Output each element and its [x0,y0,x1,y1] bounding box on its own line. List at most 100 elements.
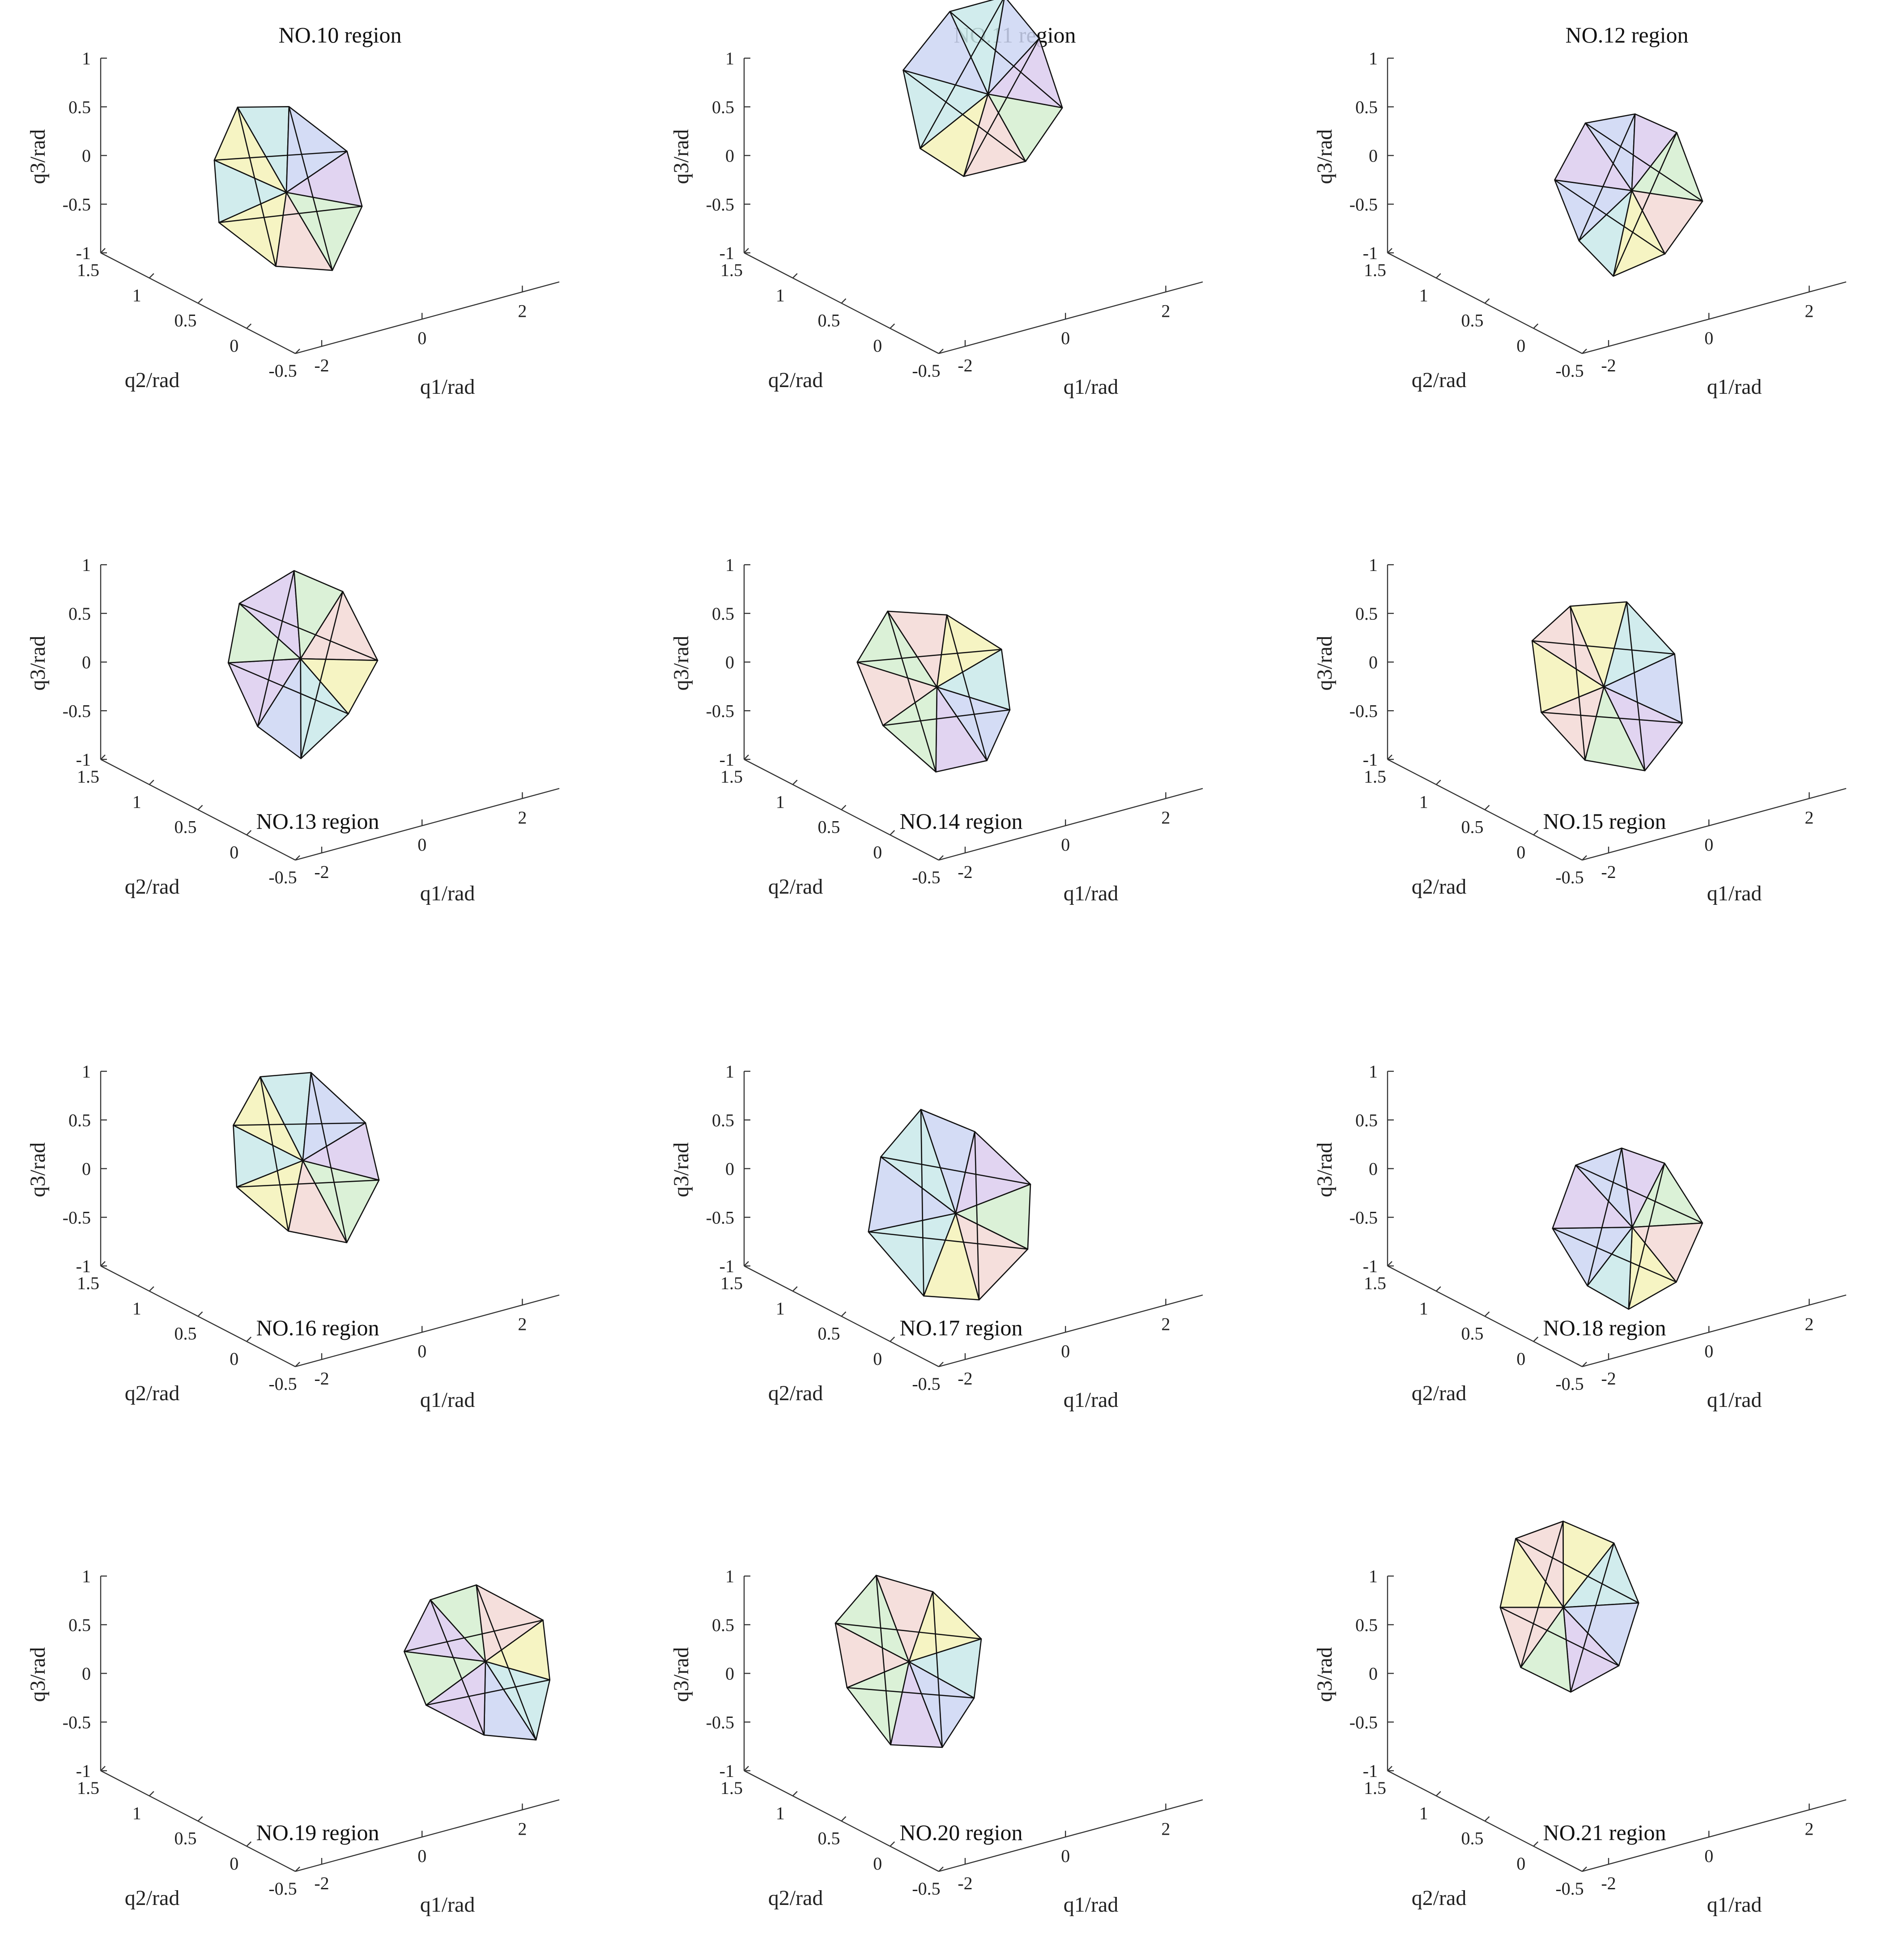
q2-tick-mark [744,1261,749,1266]
q2-tick-label: 1 [776,792,785,812]
q2-tick-mark [1435,273,1441,279]
q3-tick-label: 0.5 [68,604,91,624]
q2-tick-label: 1.5 [77,1273,99,1293]
q1-axis-label: q1/rad [1064,882,1119,905]
q2-tick-mark [197,805,203,810]
region-hull [903,0,1063,177]
q1-axis-line [295,1294,560,1368]
q3-tick-label: 1 [82,1566,91,1586]
hull-edge [236,1179,379,1188]
q2-tick-label: 1.5 [1364,260,1386,280]
q1-tick-label: 2 [1161,1314,1170,1334]
q3-axis-label: q3/rad [1313,1647,1337,1702]
q3-tick-label: -0.5 [1350,194,1378,214]
q1-axis-label: q1/rad [420,1388,475,1412]
hull-edge [1520,1521,1564,1668]
hull-edge [847,1687,975,1699]
subplot-title: NO.10 region [279,22,402,47]
q1-axis-label: q1/rad [1064,1893,1119,1917]
hull-edge [404,1619,543,1652]
q2-tick-label: 0 [873,1349,882,1369]
q2-tick-mark [149,780,154,785]
q1-tick-label: 0 [1704,1846,1713,1866]
q1-tick-label: 0 [1704,328,1713,348]
q3-tick-label: 0.5 [68,97,91,117]
subplot-title: NO.16 region [256,1315,379,1340]
q2-tick-label: 1.5 [720,1778,743,1798]
q2-axis-label: q2/rad [125,368,180,392]
hull-edge [835,1623,982,1640]
q3-tick-label: 1 [1369,48,1378,68]
q3-tick-label: 0.5 [68,1110,91,1130]
q2-tick-mark [1484,1311,1490,1317]
q2-tick-label: -0.5 [268,1374,297,1394]
q2-tick-label: 0 [873,842,882,862]
q2-tick-mark [295,1362,300,1367]
q2-tick-label: 0.5 [818,311,840,331]
hull-edge [963,38,1040,177]
q3-tick-label: 0 [725,1664,734,1684]
q2-axis-label: q2/rad [1412,368,1467,392]
q2-tick-mark [792,780,798,785]
q3-tick-label: 1 [1369,1061,1378,1082]
subplot-5: 1 0.5 0 -0.5 -11.5 1 0.5 0 -0.5 -2 0 2 q3/rad q2/rad q… [669,555,1203,905]
hull-edge [1570,606,1586,760]
q2-tick-mark [197,1311,203,1317]
subplot-title: NO.13 region [256,809,379,834]
q2-tick-mark [246,1841,252,1847]
q1-tick-label: 2 [1805,1314,1814,1334]
q2-tick-mark [1387,754,1392,760]
q3-axis-label: q3/rad [669,1647,693,1702]
q2-tick-mark [1533,1841,1539,1847]
q2-tick-mark [1582,1866,1587,1872]
q2-tick-mark [100,248,106,253]
q2-tick-label: 1 [1419,285,1428,305]
q1-tick-label: -2 [314,1368,329,1389]
q3-tick-label: 1 [1369,555,1378,575]
region-hull [834,1575,982,1748]
q2-tick-mark [890,830,895,835]
q2-tick-label: 0.5 [818,1324,840,1344]
q2-tick-label: 1.5 [77,1778,99,1798]
q1-axis-line [938,281,1203,354]
q3-tick-label: 0.5 [712,1110,734,1130]
hull-edge [1585,122,1703,202]
hull-edge [476,1585,537,1740]
subplot-1: 1 0.5 0 -0.5 -11.5 1 0.5 0 -0.5 -2 0 2 q3/rad q2/rad q… [26,22,560,399]
subplot-title: NO.21 region [1543,1820,1666,1845]
subplot-2: 1 0.5 0 -0.5 -11.5 1 0.5 0 -0.5 -2 0 2 q3/rad q2/rad q… [669,0,1203,399]
q3-tick-label: -0.5 [706,1207,734,1227]
hull-edge [1532,640,1675,655]
q2-tick-mark [100,1261,106,1266]
q1-axis-line [1582,1799,1847,1872]
q2-tick-mark [1484,298,1490,304]
q3-tick-label: -0.5 [63,194,91,214]
q3-axis-label: q3/rad [669,636,693,691]
region-hull [1531,601,1683,771]
q3-tick-label: 0 [1369,146,1378,166]
q1-tick-label: 0 [417,328,426,348]
q3-tick-label: 0.5 [1355,97,1378,117]
q2-tick-label: 0 [873,336,882,356]
q1-tick-label: -2 [958,1368,972,1389]
q1-axis-label: q1/rad [420,375,475,399]
q1-tick-label: 0 [417,1846,426,1866]
hull-edge [1626,601,1646,771]
region-hull [1554,113,1703,277]
region-hull [227,570,379,759]
region-hull [403,1584,551,1741]
q2-tick-label: 1.5 [77,260,99,280]
q2-tick-label: 0.5 [818,1828,840,1849]
q3-tick-label: 0 [82,1664,91,1684]
q2-tick-label: 0 [1516,1349,1525,1369]
q2-tick-label: 0 [873,1853,882,1874]
q2-tick-label: 1 [1419,1298,1428,1318]
q2-tick-label: 0 [230,1853,238,1874]
q2-axis-label: q2/rad [125,1381,180,1405]
q2-tick-mark [295,1866,300,1872]
q3-tick-label: 0 [82,1159,91,1179]
q1-tick-label: -2 [958,355,972,375]
q3-tick-label: -1 [1363,243,1378,263]
q2-tick-mark [1582,1362,1587,1367]
hull-edge [426,1679,550,1706]
